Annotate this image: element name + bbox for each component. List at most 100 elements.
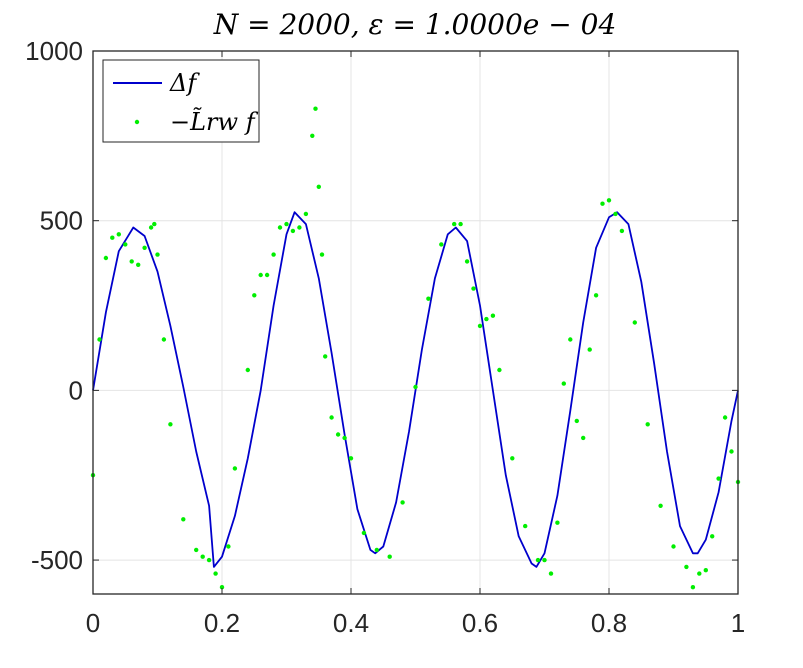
x-tick-label: 0.2 bbox=[204, 608, 240, 638]
y-tick-label: 500 bbox=[40, 206, 83, 236]
data-point bbox=[722, 415, 728, 420]
data-point bbox=[548, 571, 554, 576]
data-point bbox=[310, 133, 315, 138]
data-point bbox=[374, 547, 379, 553]
data-point bbox=[561, 381, 566, 386]
data-point bbox=[329, 415, 334, 420]
data-point bbox=[226, 544, 231, 549]
data-point bbox=[574, 418, 579, 424]
y-tick-label: 1000 bbox=[25, 36, 83, 66]
data-point bbox=[194, 547, 199, 553]
data-point bbox=[168, 422, 173, 427]
data-point bbox=[716, 476, 721, 481]
data-point bbox=[464, 259, 470, 264]
data-point bbox=[387, 554, 392, 559]
data-point bbox=[542, 557, 547, 563]
data-point bbox=[729, 449, 734, 454]
x-tick-labels: 0 0.2 0.4 0.6 0.8 1 bbox=[86, 608, 745, 638]
data-point bbox=[619, 228, 625, 234]
x-tick-label: 0 bbox=[86, 608, 100, 638]
data-point bbox=[703, 568, 708, 573]
data-point bbox=[148, 225, 154, 230]
x-tick-label: 0.8 bbox=[591, 608, 627, 638]
data-point bbox=[671, 544, 676, 549]
data-point bbox=[297, 225, 302, 230]
data-point bbox=[645, 422, 650, 427]
data-point bbox=[593, 293, 599, 298]
data-point bbox=[155, 252, 160, 257]
data-point bbox=[361, 530, 367, 536]
data-point bbox=[129, 259, 134, 264]
data-point bbox=[658, 503, 663, 508]
series-laplacian bbox=[92, 211, 739, 568]
x-tick-label: 1 bbox=[731, 608, 745, 638]
data-point bbox=[439, 242, 444, 247]
data-point bbox=[232, 466, 238, 471]
data-point bbox=[110, 235, 115, 240]
data-point bbox=[497, 367, 502, 373]
data-point bbox=[277, 225, 283, 230]
data-point bbox=[123, 242, 128, 247]
data-point bbox=[523, 523, 528, 529]
legend: Δf −L̃rw f bbox=[102, 59, 260, 143]
data-point bbox=[697, 571, 702, 576]
data-point bbox=[342, 435, 347, 441]
data-point bbox=[116, 232, 122, 237]
data-point bbox=[587, 347, 592, 352]
data-point bbox=[271, 252, 276, 257]
tick-marks bbox=[92, 50, 739, 594]
data-point bbox=[710, 534, 715, 539]
data-point bbox=[477, 323, 483, 329]
data-point bbox=[323, 354, 328, 359]
data-point bbox=[181, 517, 186, 522]
legend-swatch-operator bbox=[134, 119, 140, 125]
legend-label-laplacian: Δf bbox=[169, 69, 200, 97]
data-point bbox=[535, 557, 541, 563]
data-point bbox=[316, 184, 321, 189]
data-point bbox=[142, 245, 147, 250]
data-point bbox=[284, 221, 289, 227]
data-point bbox=[152, 221, 157, 227]
data-point bbox=[290, 228, 296, 234]
data-point bbox=[245, 367, 250, 373]
axes-box bbox=[92, 50, 739, 595]
y-tick-label: -500 bbox=[31, 545, 83, 575]
data-point bbox=[264, 272, 270, 278]
data-point bbox=[319, 252, 325, 257]
y-tick-labels: -500 0 500 1000 bbox=[25, 36, 83, 575]
data-point bbox=[452, 221, 457, 227]
data-point bbox=[471, 286, 476, 291]
data-point bbox=[252, 293, 257, 298]
data-point bbox=[600, 201, 605, 206]
data-point bbox=[413, 384, 418, 390]
data-point bbox=[97, 337, 102, 342]
data-point bbox=[400, 500, 405, 505]
data-point bbox=[613, 211, 618, 217]
legend-label-operator: −L̃rw f bbox=[170, 108, 259, 136]
series-line bbox=[92, 211, 739, 568]
data-point bbox=[555, 520, 560, 525]
data-point bbox=[581, 435, 586, 441]
data-point bbox=[161, 337, 167, 342]
data-point bbox=[458, 221, 463, 227]
data-point bbox=[632, 320, 637, 325]
chart-title: N = 2000, ε = 1.0000e − 04 bbox=[213, 8, 617, 41]
data-point bbox=[136, 262, 141, 267]
data-point bbox=[258, 272, 263, 278]
data-point bbox=[348, 456, 354, 461]
data-point bbox=[426, 296, 431, 301]
data-point bbox=[484, 316, 489, 322]
series-operator bbox=[90, 106, 741, 590]
x-tick-label: 0.4 bbox=[333, 608, 369, 638]
data-point bbox=[606, 198, 612, 203]
data-point bbox=[568, 337, 573, 342]
data-point bbox=[303, 211, 309, 217]
data-point bbox=[213, 571, 218, 576]
y-tick-label: 0 bbox=[69, 375, 83, 405]
data-point bbox=[335, 432, 341, 437]
data-point bbox=[313, 106, 318, 111]
data-point bbox=[219, 585, 225, 590]
data-point bbox=[206, 557, 212, 563]
data-point bbox=[690, 585, 696, 590]
